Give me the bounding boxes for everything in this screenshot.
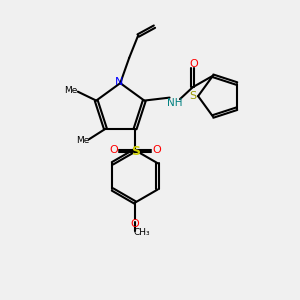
Text: O: O	[152, 145, 161, 154]
Text: S: S	[130, 145, 140, 158]
Text: O: O	[109, 145, 118, 154]
Text: N: N	[115, 76, 123, 87]
Text: CH₃: CH₃	[134, 228, 150, 237]
Text: Me: Me	[76, 136, 89, 145]
Text: NH: NH	[167, 98, 182, 108]
Text: O: O	[190, 59, 199, 69]
Text: Me: Me	[64, 86, 78, 95]
Text: S: S	[189, 91, 196, 101]
Text: O: O	[131, 219, 140, 229]
